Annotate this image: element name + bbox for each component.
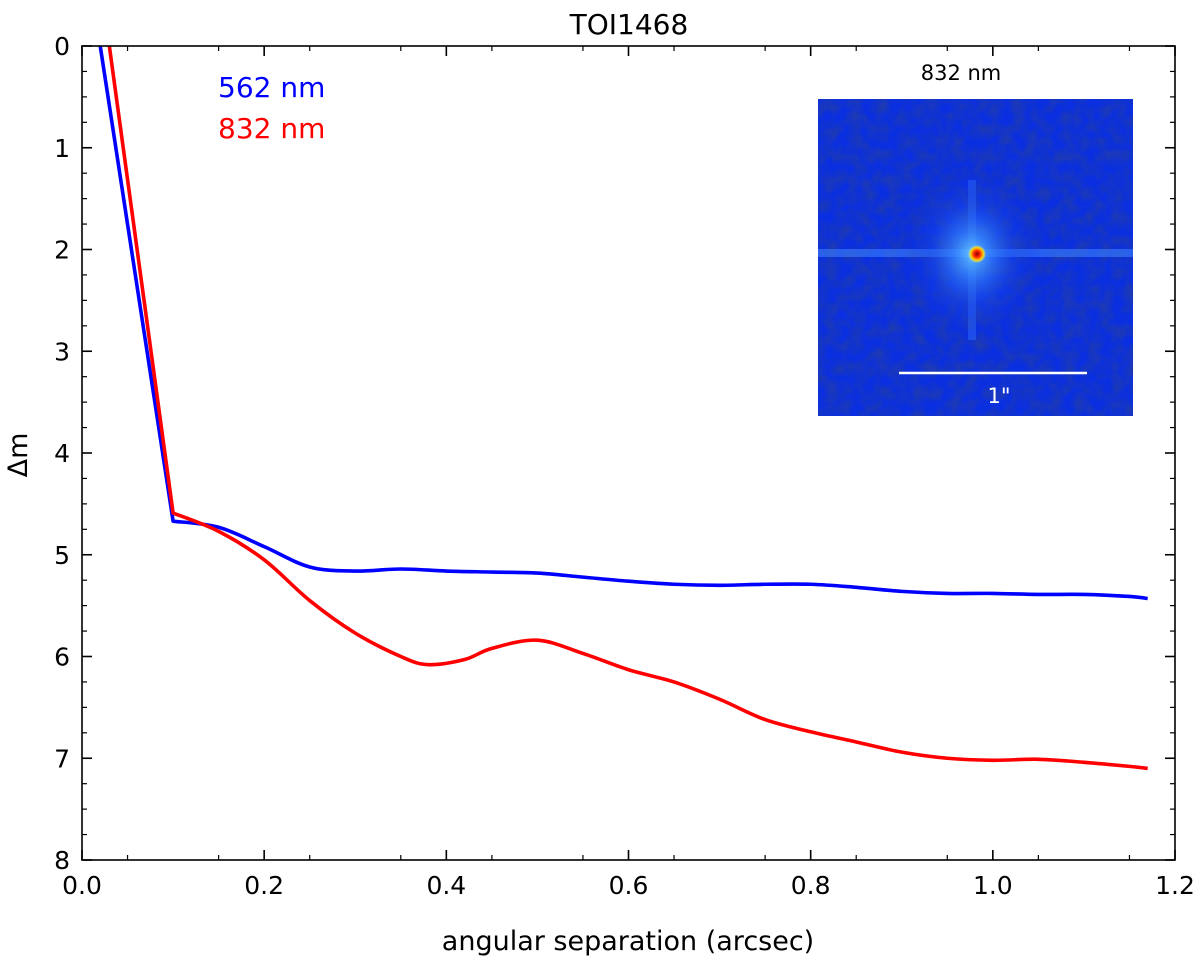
x-tick-label: 0.0 bbox=[62, 871, 102, 900]
inset-scale-label: 1" bbox=[987, 384, 1010, 408]
y-tick-label: 1 bbox=[54, 134, 70, 163]
x-axis-label: angular separation (arcsec) bbox=[442, 926, 814, 957]
inset-title: 832 nm bbox=[921, 61, 1002, 85]
y-tick-label: 5 bbox=[54, 541, 70, 570]
y-tick-label: 4 bbox=[54, 439, 70, 468]
x-tick-label: 0.6 bbox=[609, 871, 649, 900]
y-tick-label: 3 bbox=[54, 337, 70, 366]
y-axis-label: Δm bbox=[3, 433, 34, 478]
y-tick-label: 0 bbox=[54, 32, 70, 61]
psf-inset-image: 832 nm 1" bbox=[818, 61, 1133, 416]
y-tick-label: 7 bbox=[54, 744, 70, 773]
y-axis: 0 1 2 3 4 5 6 7 8 bbox=[54, 32, 1175, 875]
x-tick-label: 0.8 bbox=[791, 871, 831, 900]
legend: 562 nm 832 nm bbox=[218, 71, 325, 145]
legend-entry-562nm: 562 nm bbox=[218, 71, 325, 104]
x-axis: 0.0 0.2 0.4 0.6 0.8 1.0 1.2 bbox=[62, 46, 1195, 900]
inset-psf-core bbox=[968, 245, 986, 263]
legend-entry-832nm: 832 nm bbox=[218, 112, 325, 145]
chart-title: TOI1468 bbox=[569, 8, 689, 41]
plot-area bbox=[98, 46, 1148, 771]
series-line-562nm bbox=[98, 46, 1148, 601]
y-tick-label: 6 bbox=[54, 643, 70, 672]
x-tick-label: 0.2 bbox=[244, 871, 284, 900]
x-tick-label: 0.4 bbox=[426, 871, 466, 900]
x-tick-label: 1.0 bbox=[973, 871, 1013, 900]
series-line-832nm bbox=[107, 46, 1148, 771]
y-tick-label: 2 bbox=[54, 236, 70, 265]
y-tick-label: 8 bbox=[54, 846, 70, 875]
x-tick-label: 1.2 bbox=[1155, 871, 1195, 900]
